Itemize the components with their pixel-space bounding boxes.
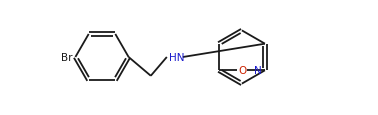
- Text: HN: HN: [169, 53, 184, 62]
- Text: N: N: [254, 66, 262, 76]
- Text: O: O: [238, 66, 246, 76]
- Text: Br: Br: [61, 53, 73, 62]
